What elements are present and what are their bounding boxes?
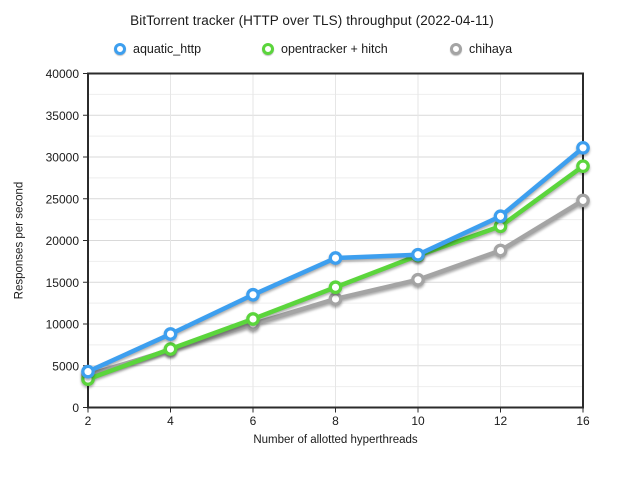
y-tick-label-0: 0 (72, 401, 79, 415)
x-axis-title: Number of allotted hyperthreads (253, 434, 418, 446)
chart-title: BitTorrent tracker (HTTP over TLS) throu… (130, 13, 494, 28)
series-aquatic-http (81, 140, 590, 379)
x-tick-label-4: 4 (167, 414, 174, 428)
data-point-aquatic-http-x10 (411, 247, 425, 262)
x-tick-label-10: 10 (411, 414, 425, 428)
y-tick-label-15000: 15000 (46, 276, 80, 290)
legend-item-opentracker-hitch: opentracker + hitch (262, 40, 388, 57)
y-tick-label-5000: 5000 (52, 359, 79, 373)
x-tick-label-6: 6 (250, 414, 257, 428)
x-tick-label-2: 2 (85, 414, 92, 428)
y-tick-label-25000: 25000 (46, 192, 80, 206)
data-point-chihaya-x8 (328, 292, 343, 306)
data-point-opentracker-hitch-x16 (576, 159, 590, 174)
data-point-aquatic-http-x2 (81, 364, 95, 379)
legend-item-aquatic-http: aquatic_http (114, 40, 201, 57)
legend-marker-chihaya-icon (450, 42, 462, 55)
data-point-chihaya-x10 (411, 272, 425, 287)
legend-item-chihaya: chihaya (450, 40, 512, 57)
data-point-chihaya-x16 (576, 193, 590, 208)
data-point-chihaya-x12 (493, 243, 508, 258)
data-point-aquatic-http-x6 (246, 287, 260, 302)
legend-marker-aquatic-http-icon (114, 42, 126, 55)
legend-label-opentracker-hitch: opentracker + hitch (281, 41, 388, 56)
data-point-aquatic-http-x16 (576, 140, 590, 155)
data-point-aquatic-http-x12 (493, 209, 508, 224)
legend-marker-opentracker-hitch-icon (262, 42, 274, 55)
y-tick-label-40000: 40000 (46, 67, 80, 81)
legend-label-aquatic-http: aquatic_http (133, 41, 202, 56)
data-point-opentracker-hitch-x8 (328, 280, 343, 295)
data-point-aquatic-http-x8 (328, 251, 343, 265)
y-tick-label-10000: 10000 (46, 318, 80, 332)
x-tick-label-16: 16 (576, 414, 590, 428)
data-point-opentracker-hitch-x4 (163, 342, 178, 356)
data-point-opentracker-hitch-x6 (246, 312, 260, 326)
legend-label-chihaya: chihaya (469, 41, 513, 56)
y-tick-label-20000: 20000 (46, 234, 80, 248)
x-tick-label-8: 8 (332, 414, 339, 428)
y-tick-label-30000: 30000 (46, 151, 80, 165)
legend: aquatic_http opentracker + hitch chihaya (0, 40, 624, 57)
data-point-aquatic-http-x4 (163, 327, 178, 341)
y-tick-label-35000: 35000 (46, 109, 80, 123)
x-tick-label-12: 12 (494, 414, 508, 428)
